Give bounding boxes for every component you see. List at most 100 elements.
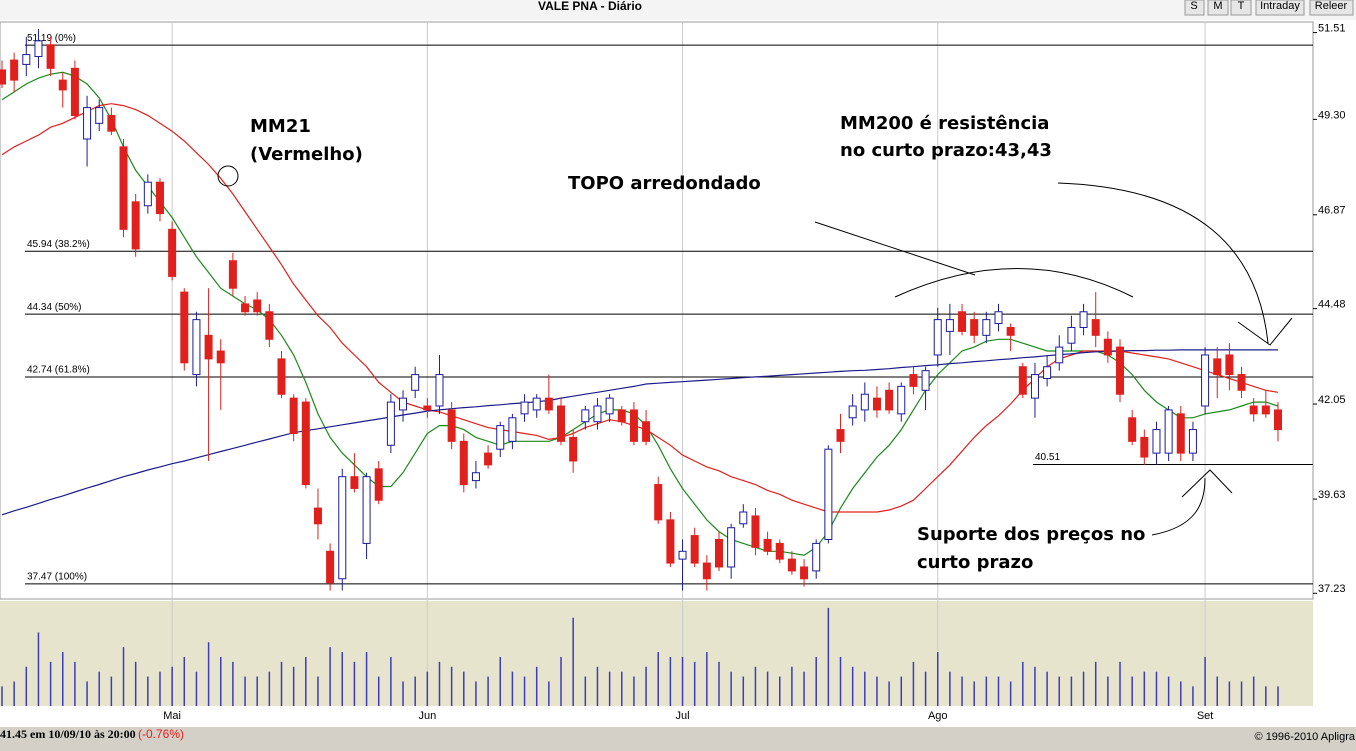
- candle-body: [629, 409, 638, 442]
- hand-arrow: [1057, 182, 1293, 346]
- candle-body: [313, 507, 322, 525]
- candle-body: [411, 374, 420, 391]
- x-tick-label: Jun: [418, 710, 436, 722]
- button-label[interactable]: Releer: [1315, 0, 1348, 12]
- button[interactable]: [1184, 0, 1205, 16]
- candle-body: [180, 291, 189, 364]
- candle-body: [253, 299, 262, 313]
- candle-body: [714, 538, 723, 568]
- button-label[interactable]: M: [1213, 0, 1222, 12]
- candle-body: [605, 397, 614, 415]
- candle-body: [289, 397, 298, 434]
- candle-body: [0, 69, 6, 85]
- annotation: Suporte dos preços no: [917, 524, 1145, 545]
- level-label: 42.74 (61.8%): [27, 365, 90, 376]
- title-bar: [0, 0, 1356, 20]
- candle-body: [155, 181, 164, 215]
- candle-body: [459, 440, 468, 486]
- candle-body: [702, 562, 711, 580]
- candle-body: [362, 476, 371, 544]
- candle-body: [228, 260, 237, 289]
- moving-average: [1, 103, 1279, 513]
- candle-body: [557, 405, 566, 442]
- candle-body: [787, 558, 796, 572]
- moving-average: [1, 71, 1279, 556]
- candle-body: [1237, 374, 1246, 391]
- y-tick-label: 49.30: [1318, 109, 1346, 121]
- button[interactable]: [1230, 0, 1252, 16]
- hand-arrow: [1151, 469, 1233, 536]
- candle-body: [34, 40, 43, 58]
- moving-average: [1, 349, 1278, 516]
- candle-body: [22, 54, 31, 65]
- candle-body: [921, 370, 930, 391]
- annotation: curto prazo: [917, 552, 1033, 573]
- candle-body: [848, 405, 857, 419]
- level-label: 45.94 (38.2%): [27, 239, 90, 250]
- candle-body: [1225, 354, 1234, 376]
- candle-body: [386, 401, 395, 446]
- candle-body: [447, 409, 456, 442]
- candle-body: [83, 107, 92, 140]
- candle-body: [1067, 326, 1076, 344]
- candle-body: [496, 425, 505, 450]
- candle-body: [544, 397, 553, 411]
- candle-body: [775, 542, 784, 560]
- candle-body: [277, 358, 286, 395]
- candle-body: [751, 515, 760, 548]
- candle-body: [872, 397, 881, 411]
- candle-body: [945, 319, 954, 332]
- candle-body: [593, 405, 602, 423]
- candle-body: [1176, 413, 1185, 454]
- hand-stroke: [814, 221, 976, 276]
- candle-body: [192, 319, 201, 376]
- candle-body: [374, 468, 383, 501]
- candle-body: [1261, 405, 1270, 415]
- candle-body: [994, 311, 1003, 325]
- candle-body: [1213, 358, 1222, 376]
- x-tick-label: Set: [1197, 710, 1214, 722]
- candle-body: [119, 146, 128, 230]
- button-label[interactable]: S: [1190, 0, 1197, 12]
- candle-body: [70, 67, 79, 116]
- candle-body: [958, 311, 967, 332]
- y-tick-label: 37.23: [1318, 583, 1346, 595]
- candle-body: [1274, 409, 1282, 431]
- button-label[interactable]: Intraday: [1260, 0, 1300, 12]
- candle-body: [885, 389, 894, 411]
- hand-arc: [894, 268, 1134, 298]
- volume-area: [0, 601, 1313, 706]
- status-quote: 41.45 em 10/09/10 às 20:00: [0, 727, 136, 741]
- annotation: no curto prazo:43,43: [840, 140, 1052, 161]
- candle-body: [678, 550, 687, 560]
- candle-body: [241, 303, 250, 313]
- button-label[interactable]: T: [1238, 0, 1245, 12]
- x-tick-label: Mai: [163, 710, 181, 722]
- candle-body: [909, 374, 918, 387]
- candle-body: [581, 409, 590, 423]
- candle-body: [168, 228, 177, 277]
- candle-body: [824, 448, 833, 540]
- annotation: MM21: [250, 116, 311, 137]
- candle-body: [107, 114, 116, 132]
- candle-body: [95, 107, 104, 124]
- candle-body: [301, 401, 310, 486]
- candle-body: [982, 319, 991, 336]
- status-bar: [0, 727, 1356, 751]
- candle-body: [860, 393, 869, 411]
- button[interactable]: [1207, 0, 1229, 16]
- candle-body: [800, 566, 809, 580]
- candle-body: [1030, 374, 1039, 399]
- button[interactable]: [1309, 0, 1354, 16]
- support-label: 40.51: [1035, 452, 1060, 463]
- button[interactable]: [1255, 0, 1305, 16]
- level-label: 37.47 (100%): [27, 572, 87, 583]
- copyright: © 1996-2010 Apligra: [1255, 731, 1356, 743]
- candle-body: [1116, 346, 1125, 395]
- x-tick-label: Ago: [928, 710, 948, 722]
- status-change: (-0.76%): [138, 727, 184, 741]
- candle-body: [1018, 366, 1027, 395]
- candle-body: [569, 436, 578, 462]
- candle-body: [520, 401, 529, 415]
